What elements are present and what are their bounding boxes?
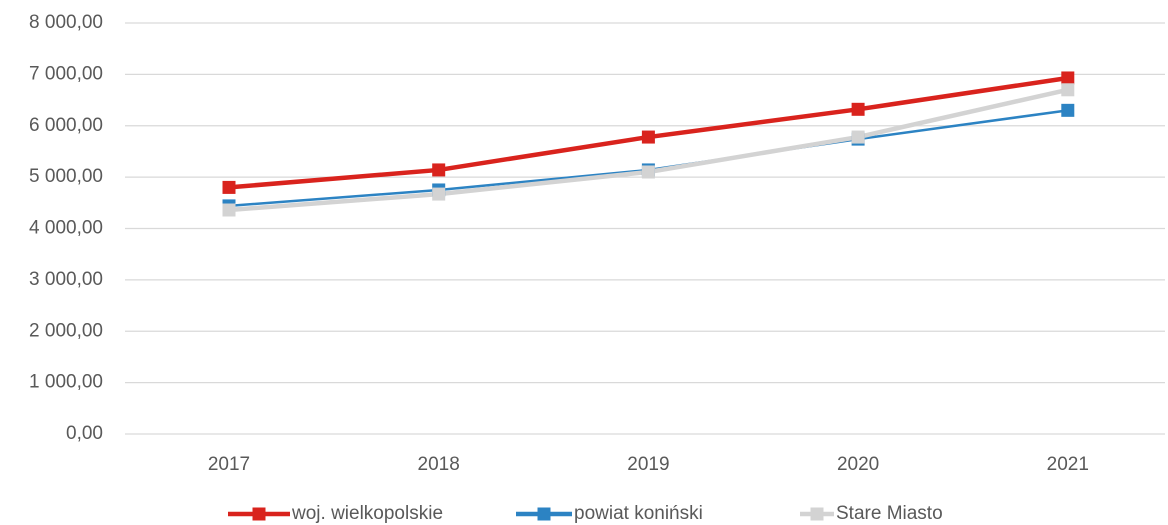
line-marker xyxy=(1061,71,1075,85)
line-marker xyxy=(222,180,236,194)
legend-label: Stare Miasto xyxy=(836,503,943,524)
y-tick-label: 0,00 xyxy=(66,423,103,444)
line-marker xyxy=(851,130,865,144)
line-marker xyxy=(1061,83,1075,97)
y-tick-label: 7 000,00 xyxy=(29,63,103,84)
y-tick-label: 3 000,00 xyxy=(29,269,103,290)
y-tick-label: 5 000,00 xyxy=(29,166,103,187)
x-tick-label: 2021 xyxy=(1047,454,1089,475)
x-tick-label: 2020 xyxy=(837,454,879,475)
line-marker xyxy=(1061,103,1075,117)
x-tick-label: 2017 xyxy=(208,454,250,475)
x-tick-label: 2019 xyxy=(627,454,669,475)
line-marker xyxy=(432,163,446,177)
line-marker xyxy=(641,165,655,179)
x-tick-label: 2018 xyxy=(418,454,460,475)
legend-label: powiat koniński xyxy=(574,503,703,524)
series-line xyxy=(228,109,1068,208)
line-marker xyxy=(222,203,236,217)
line-marker xyxy=(851,102,865,116)
y-tick-label: 4 000,00 xyxy=(29,218,103,239)
y-tick-label: 1 000,00 xyxy=(29,372,103,393)
legend-marker xyxy=(537,507,551,521)
line-marker xyxy=(641,130,655,144)
series-line xyxy=(228,87,1069,213)
y-tick-label: 6 000,00 xyxy=(29,115,103,136)
y-tick-label: 8 000,00 xyxy=(29,12,103,33)
legend-marker xyxy=(810,507,824,521)
y-tick-label: 2 000,00 xyxy=(29,320,103,341)
legend-label: woj. wielkopolskie xyxy=(291,503,443,524)
legend-marker xyxy=(252,507,266,521)
line-marker xyxy=(432,187,446,201)
